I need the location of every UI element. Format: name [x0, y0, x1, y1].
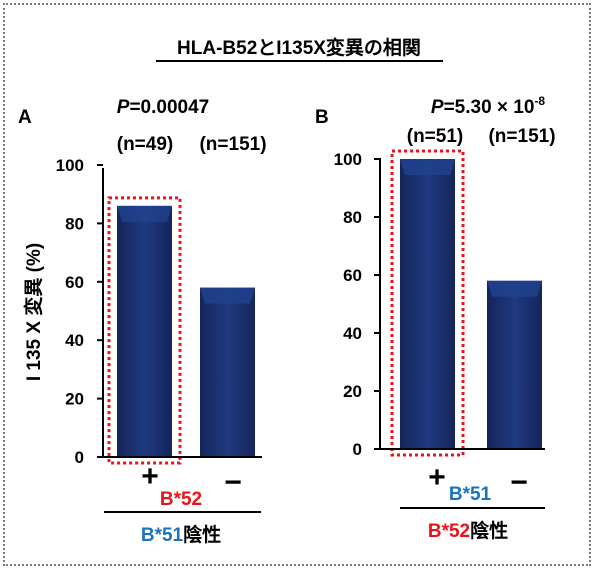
- panel-b-y-tick-label: 60: [343, 266, 362, 285]
- panel-b-count-plus: (n=51): [407, 126, 464, 147]
- panel-b-y-tick-label: 80: [343, 208, 362, 227]
- panel-a-sub-label: B*52: [160, 489, 202, 510]
- panel-b-y-tick-label: 0: [353, 440, 362, 459]
- panel-a-y-tick-label: 0: [75, 448, 84, 467]
- panel-b-bar-plus: [400, 159, 455, 449]
- panel-b-highlight-box: [390, 149, 465, 457]
- figure-title: HLA-B52とI135X変異の相関: [177, 38, 421, 59]
- panel-a-y-tick-label: 60: [65, 273, 84, 292]
- panel-a-category-minus: −: [224, 466, 242, 499]
- panel-a-bar-minus: [200, 287, 255, 457]
- panel-a: A P=0.00047 (n=49) (n=151) I 135 X 変異 (%…: [18, 97, 267, 546]
- figure-frame: [3, 3, 591, 566]
- panel-b-sub-label: B*51: [449, 484, 492, 505]
- panel-a-bar-bevel: [200, 287, 255, 304]
- panel-a-label: A: [18, 107, 32, 128]
- panel-b-label: B: [315, 107, 329, 128]
- panel-a-y-tick-label: 80: [65, 214, 84, 233]
- panel-b-bar-minus: [487, 280, 542, 449]
- panel-b-category-plus: +: [428, 461, 446, 494]
- panel-a-marks: 0 20 40 60 80 100: [56, 156, 255, 467]
- panel-b-group-label: B*52陰性: [428, 519, 508, 542]
- panel-b-y-tick-label: 100: [334, 150, 362, 169]
- panel-a-category-plus: +: [141, 460, 159, 493]
- panel-b-p-value: P=5.30 × 10-8: [431, 94, 546, 118]
- panel-b-y-tick-label: 40: [343, 324, 362, 343]
- panel-a-y-tick-label: 100: [56, 156, 84, 175]
- panel-b: B P=5.30 × 10-8 (n=51) (n=151) 0 20 40 60 80…: [315, 94, 556, 542]
- panel-a-bar-bevel: [117, 205, 172, 222]
- panel-a-group-label: B*51陰性: [141, 523, 221, 546]
- panel-a-y-axis-label: I 135 X 変異 (%): [22, 243, 45, 381]
- panel-a-count-plus: (n=49): [117, 134, 174, 155]
- panel-b-category-minus: −: [510, 466, 528, 499]
- panel-a-p-value: P=0.00047: [117, 97, 209, 118]
- panel-b-marks: 0 20 40 60 80 100: [334, 149, 542, 459]
- panel-a-count-minus: (n=151): [199, 134, 266, 155]
- title-underline: [156, 60, 443, 62]
- panel-b-count-minus: (n=151): [488, 126, 555, 147]
- panel-b-y-tick-label: 20: [343, 382, 362, 401]
- panel-b-bar-bevel: [400, 159, 455, 175]
- panel-b-bar-bevel: [487, 280, 542, 297]
- panel-a-bar-plus: [117, 205, 172, 457]
- panel-a-y-tick-label: 20: [65, 390, 84, 409]
- panel-a-y-tick-label: 40: [65, 331, 84, 350]
